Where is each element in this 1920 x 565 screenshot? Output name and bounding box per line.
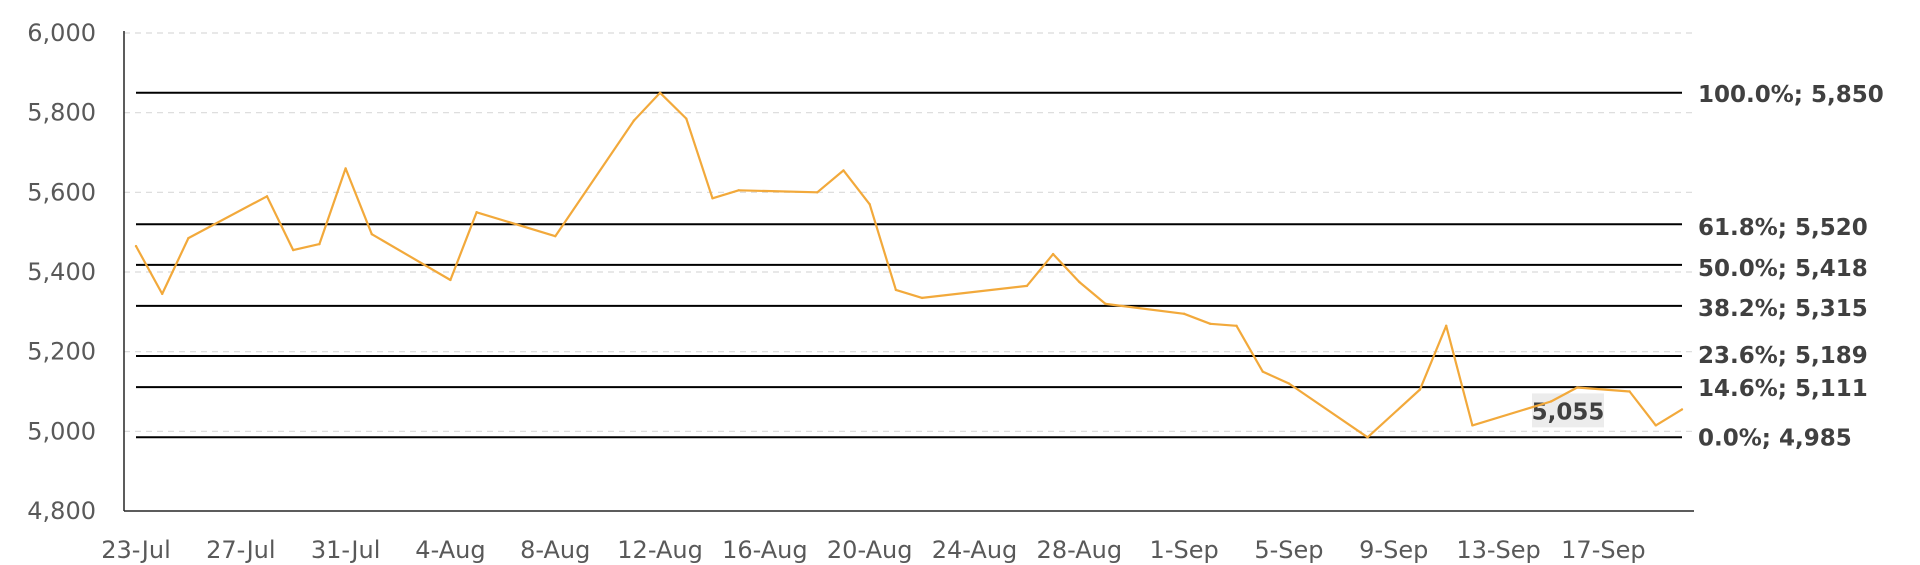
series-point [1235,324,1238,327]
series-point [265,195,269,198]
series-point [1680,408,1684,411]
x-tick-label: 12-Aug [617,536,703,564]
series-point [737,189,740,192]
x-tick-label: 20-Aug [827,536,913,564]
series-point [1182,312,1186,316]
series-point [161,292,164,296]
y-tick-label: 5,200 [27,338,96,366]
series-point [370,232,374,236]
series-point [632,119,636,122]
series-point [1654,424,1657,427]
y-tick-label: 6,000 [27,19,96,47]
series-point [1549,400,1553,403]
series-point [1051,252,1055,256]
y-tick-label: 5,000 [27,417,96,445]
fib-level-label: 14.6%; 5,111 [1698,376,1868,402]
series-point [1575,386,1579,389]
y-tick-label: 5,400 [27,258,96,286]
x-tick-label: 4-Aug [415,536,485,564]
x-tick-label: 5-Sep [1254,536,1323,564]
series-point [816,191,819,194]
y-tick-label: 4,800 [27,497,96,525]
series-point [842,169,845,172]
series-point [1104,302,1107,306]
series-point [449,278,452,282]
series-point [711,197,714,200]
x-tick-label: 17-Sep [1561,536,1645,564]
series-point [1025,284,1029,288]
x-tick-label: 23-Jul [101,536,171,564]
series-point [1287,382,1291,385]
series-point [1209,322,1212,325]
y-tick-label: 5,800 [27,99,96,127]
x-tick-label: 27-Jul [206,536,276,564]
fib-level-label: 61.8%; 5,520 [1698,215,1868,241]
series-point [318,242,321,246]
x-tick-label: 31-Jul [311,536,381,564]
series-point [920,296,924,300]
x-tick-label: 28-Aug [1037,536,1123,564]
series-point [187,236,190,240]
series-point [685,117,688,120]
series-point [1261,370,1264,373]
x-tick-label: 8-Aug [520,536,590,564]
x-tick-label: 24-Aug [932,536,1018,564]
fib-level-label: 0.0%; 4,985 [1698,425,1852,451]
x-tick-label: 9-Sep [1359,536,1428,564]
series-point [1078,280,1081,284]
fib-level-label: 23.6%; 5,189 [1698,343,1868,369]
last-value-background [1532,393,1604,428]
x-tick-label: 16-Aug [722,536,808,564]
series-point [475,211,478,214]
fib-level-label: 38.2%; 5,315 [1698,296,1868,322]
series-point [658,91,662,94]
fib-level-label: 50.0%; 5,418 [1698,256,1868,282]
y-tick-label: 5,600 [27,178,96,206]
series-point [1366,436,1369,439]
series-point [868,203,871,206]
series-point [134,244,138,248]
x-tick-label: 1-Sep [1150,536,1219,564]
series-point [1418,388,1422,391]
series-point [1628,390,1631,393]
series-point [1444,324,1448,327]
x-tick-label: 13-Sep [1456,536,1540,564]
series-point [292,248,295,252]
series-point [894,288,898,292]
series-point [344,167,347,170]
fib-level-label: 100.0%; 5,850 [1698,82,1884,108]
series-point [554,234,557,238]
series-point [1471,424,1474,427]
